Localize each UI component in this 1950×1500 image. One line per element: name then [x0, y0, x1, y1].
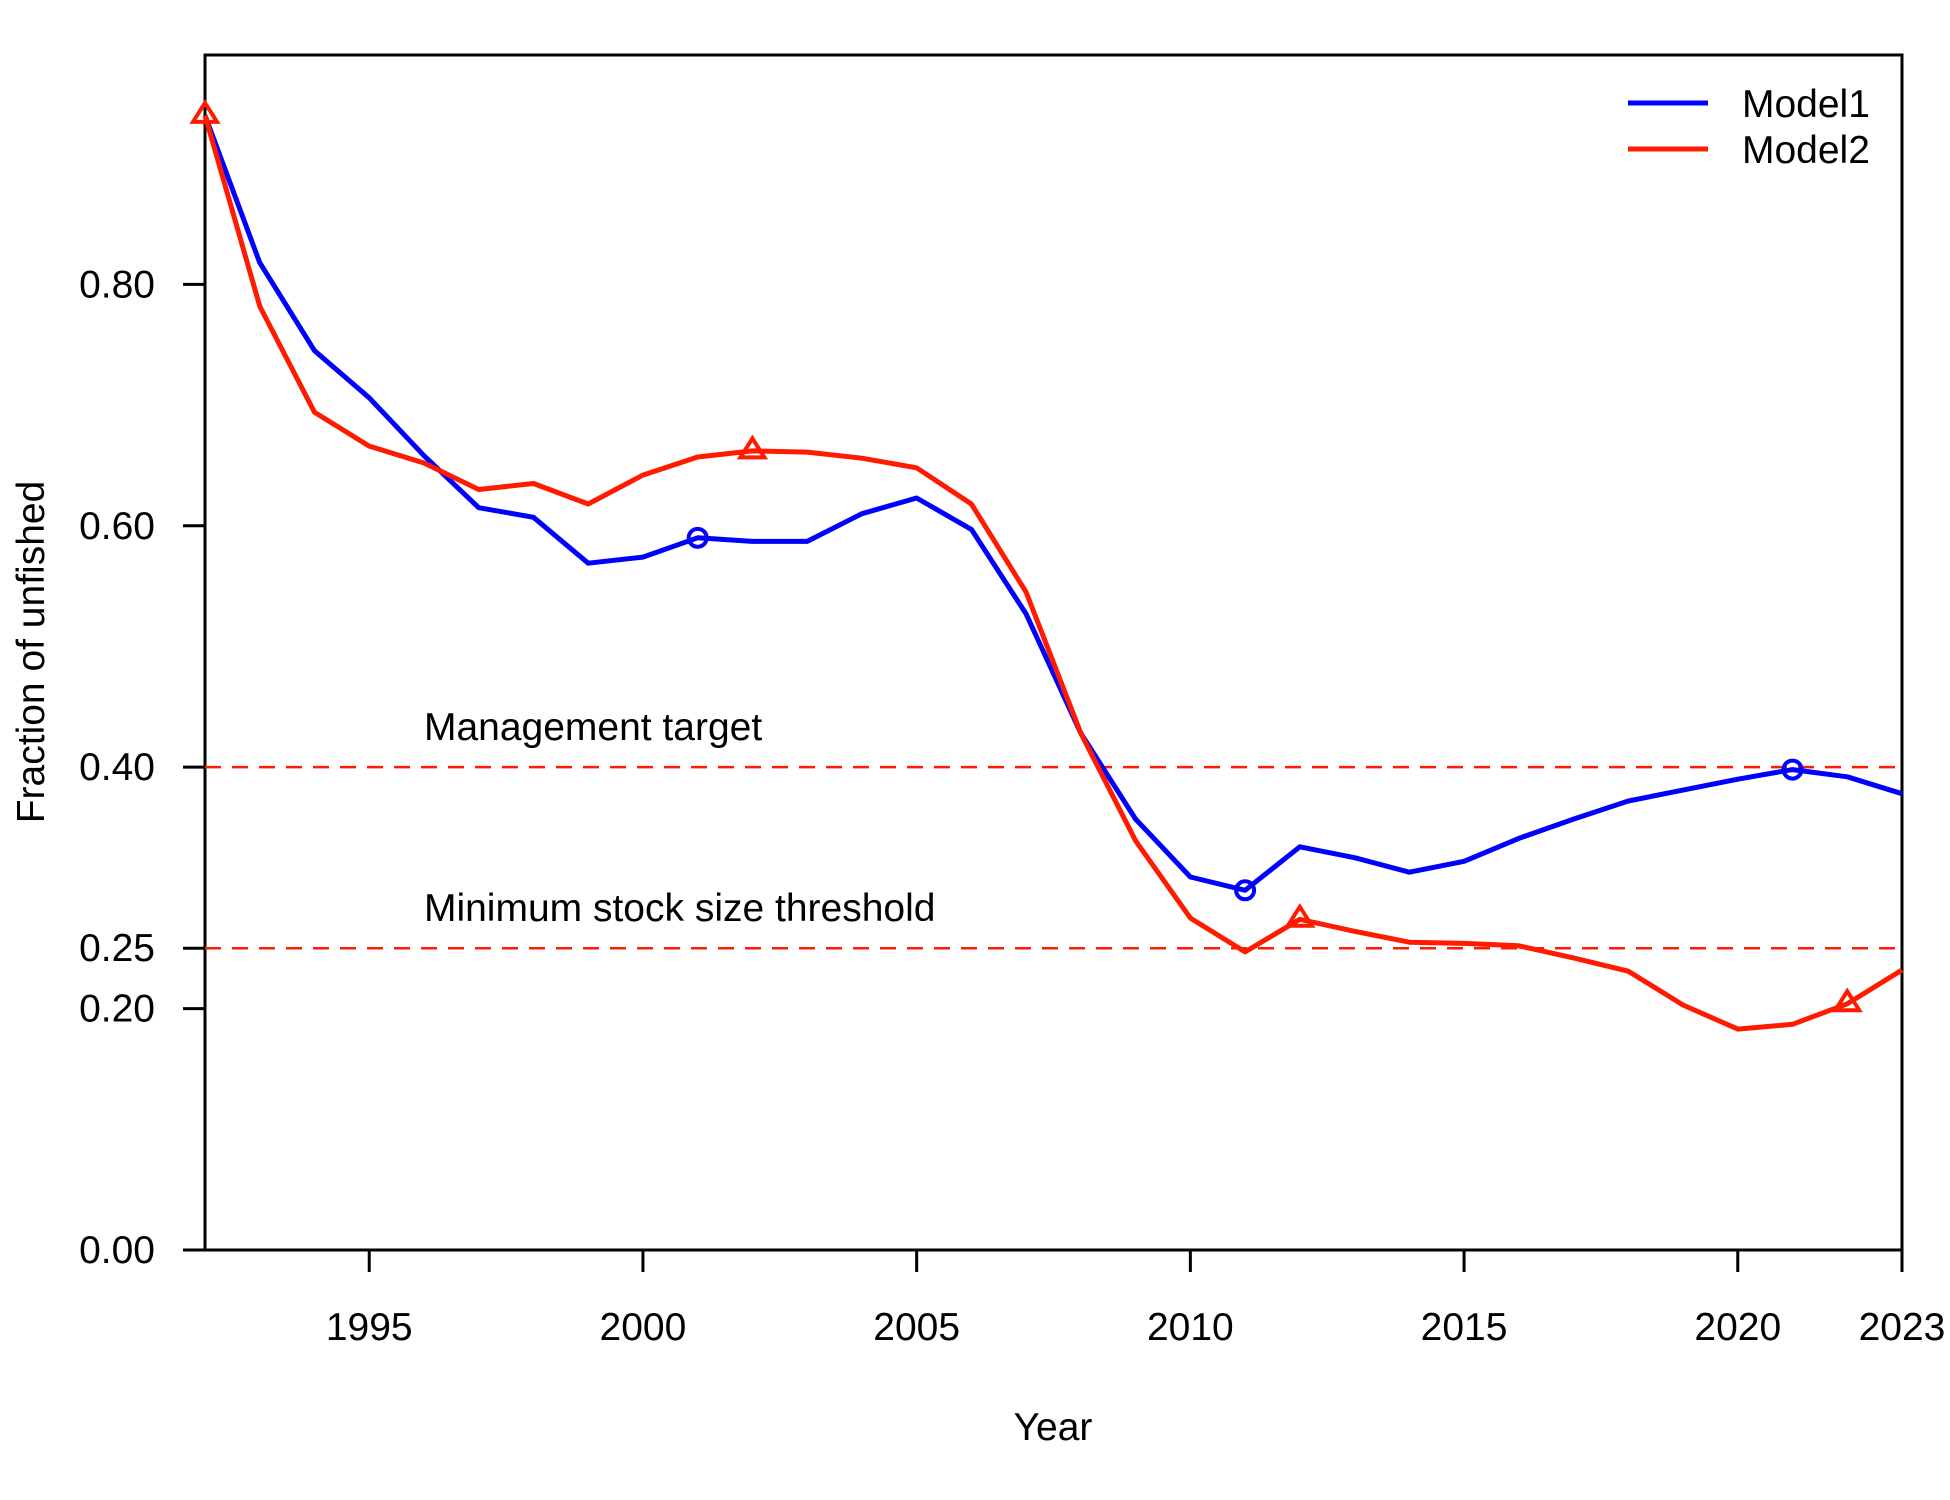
marker-model1-2021 — [1781, 758, 1804, 781]
x-axis-title: Year — [1014, 1406, 1093, 1449]
x-tick-label-2010: 2010 — [1147, 1306, 1234, 1349]
y-axis-title: Fraction of unfished — [10, 481, 53, 824]
series-line-model2 — [202, 114, 1904, 1032]
x-tick-label-2005: 2005 — [873, 1306, 960, 1349]
series-line-model1 — [202, 114, 1903, 893]
reference-lines: Management target Minimum stock size thre… — [205, 706, 1902, 950]
marker-model2-2022 — [1831, 987, 1863, 1013]
plot-frame — [203, 53, 1904, 1252]
reference-label-1: Management target — [424, 706, 762, 749]
y-tick-label-0.40: 0.40 — [79, 746, 155, 789]
y-tick-label-0.60: 0.60 — [79, 505, 155, 548]
x-axis: 1995 2000 2005 2010 2015 2020 2023 — [326, 1250, 1946, 1349]
marker-model2-2012 — [1284, 902, 1316, 928]
series-layer — [189, 99, 1904, 1032]
marker-model2-2002 — [736, 434, 769, 460]
y-tick-label-0.00: 0.00 — [79, 1229, 155, 1272]
marker-model1-2001 — [686, 526, 709, 549]
legend-label-model1: Model1 — [1742, 83, 1870, 126]
x-tick-label-2020: 2020 — [1694, 1306, 1781, 1349]
y-tick-label-0.20: 0.20 — [79, 988, 155, 1031]
y-axis: 0.00 0.20 0.25 0.40 0.60 0.80 — [79, 263, 205, 1272]
legend-label-model2: Model2 — [1742, 129, 1870, 172]
x-tick-label-2000: 2000 — [600, 1306, 687, 1349]
marker-model1-2011 — [1234, 879, 1257, 902]
x-tick-label-2023: 2023 — [1859, 1306, 1946, 1349]
x-tick-label-2015: 2015 — [1421, 1306, 1508, 1349]
marker-model2-1992 — [189, 99, 221, 124]
y-tick-label-0.25: 0.25 — [79, 927, 155, 970]
y-tick-label-0.80: 0.80 — [79, 263, 155, 306]
reference-label-2: Minimum stock size threshold — [424, 887, 936, 930]
x-tick-label-1995: 1995 — [326, 1306, 413, 1349]
